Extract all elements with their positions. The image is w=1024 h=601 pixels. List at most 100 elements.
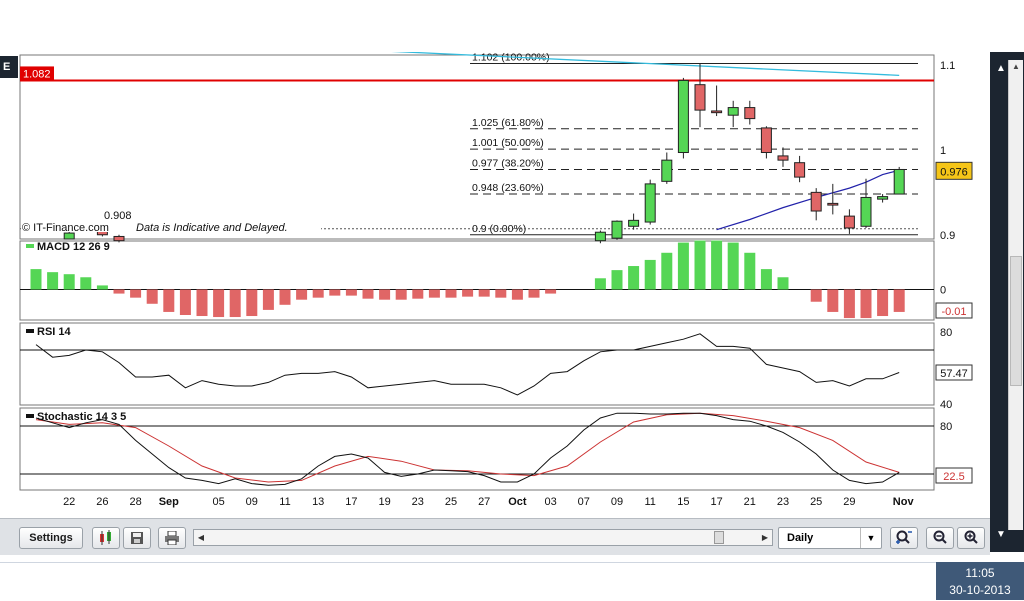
window-corner-label: E (0, 56, 18, 78)
macd-bar-negative (379, 289, 391, 300)
macd-bar-negative (279, 289, 291, 305)
stochastic-current-value: 22.5 (943, 471, 964, 483)
fib-level-label: 1.001 (50.00%) (472, 137, 544, 149)
candle-bull (877, 196, 889, 200)
macd-bar-negative (445, 289, 457, 298)
macd-bar-negative (545, 289, 557, 294)
macd-bar-positive (30, 269, 42, 290)
candle-bull (893, 168, 905, 195)
macd-panel-title: MACD 12 26 9 (37, 241, 110, 253)
x-tick-label: 27 (478, 496, 490, 508)
clock-time: 11:05 (965, 566, 995, 580)
watermark-text: © IT-Finance.com (22, 222, 109, 234)
stochastic-legend-swatch (26, 414, 34, 418)
stochastic-signal-line (35, 412, 900, 483)
fib-level-label: 0.948 (23.60%) (472, 182, 544, 194)
x-tick-label: Nov (893, 496, 915, 508)
chart-type-icon[interactable] (92, 527, 120, 549)
x-tick-label: 29 (843, 496, 855, 508)
macd-bar-negative (495, 289, 507, 298)
zoom-fit-icon[interactable] (890, 527, 918, 549)
zoom-in-icon[interactable] (957, 527, 985, 549)
scroll-up-icon[interactable]: ▲ (1012, 62, 1020, 71)
candle-bear (843, 215, 855, 229)
scroll-left-icon[interactable]: ◀ (197, 533, 205, 542)
x-tick-label: 03 (544, 496, 556, 508)
macd-bar-positive (611, 270, 623, 290)
macd-bar-negative (179, 289, 191, 315)
scroll-right-icon[interactable]: ▶ (761, 533, 769, 542)
rsi-y-tick-label: 80 (940, 327, 952, 339)
macd-bar-negative (860, 289, 872, 319)
candle-bull (727, 107, 739, 116)
macd-bar-positive (727, 242, 739, 290)
zoom-out-icon[interactable] (926, 527, 954, 549)
chevron-down-icon[interactable]: ▼ (996, 529, 1006, 540)
macd-bar-negative (810, 289, 822, 302)
top-blank-area (0, 0, 1024, 52)
candle-bear (760, 127, 772, 154)
fib-level-label: 0.977 (38.20%) (472, 157, 544, 169)
print-icon[interactable] (158, 527, 186, 549)
x-tick-label: 26 (96, 496, 108, 508)
macd-bar-negative (163, 289, 175, 312)
save-icon[interactable] (123, 527, 151, 549)
watermark-band (21, 221, 321, 232)
x-tick-label: 19 (378, 496, 390, 508)
x-tick-label: 11 (644, 496, 655, 508)
vertical-scroll-thumb[interactable] (1010, 256, 1022, 386)
stochastic-y-tick-label: 80 (940, 421, 952, 433)
price-y-tick-label: 1.1 (940, 60, 955, 72)
macd-bar-negative (362, 289, 374, 299)
panel-frame-3 (19, 322, 935, 406)
rsi-current-value-box: 57.47 (935, 364, 973, 381)
taskbar-clock[interactable]: 11:05 30-10-2013 (936, 562, 1024, 600)
x-tick-label: 23 (412, 496, 424, 508)
fib-level-label: 0.9 (0.00%) (472, 223, 526, 235)
horizontal-scroll-thumb[interactable] (714, 531, 724, 544)
chevron-down-icon[interactable]: ▼ (860, 528, 881, 548)
macd-bar-positive (677, 242, 689, 290)
panel-frame-4 (19, 407, 935, 491)
settings-button[interactable]: Settings (19, 527, 83, 549)
low-marker-label: 0.908 (104, 210, 132, 222)
current-price-value: 0.976 (940, 166, 968, 178)
macd-bar-negative (412, 289, 424, 299)
chart-area[interactable]: 1.1 1 0.9 1.102 (100.00%) 1.025 (61.80%) 1.00… (0, 52, 990, 518)
period-select[interactable]: Daily ▼ (778, 527, 882, 549)
candle-bear (113, 235, 125, 242)
macd-bar-negative (246, 289, 258, 317)
macd-bar-positive (661, 252, 673, 290)
x-tick-label: 23 (777, 496, 789, 508)
clock-date: 30-10-2013 (949, 583, 1011, 597)
vertical-scrollbar[interactable]: ▲ (1008, 60, 1023, 530)
x-tick-label: 15 (677, 496, 689, 508)
macd-bar-negative (296, 289, 308, 300)
current-price-box-bg (935, 161, 973, 180)
stochastic-main-line (35, 412, 900, 486)
macd-bar-negative (528, 289, 540, 298)
rsi-panel-title: RSI 14 (37, 326, 72, 338)
x-tick-label: 07 (578, 496, 590, 508)
candle-bull (860, 196, 872, 227)
macd-bar-positive (694, 240, 706, 290)
macd-bar-negative (395, 289, 407, 300)
x-tick-label: 25 (810, 496, 822, 508)
horizontal-scrollbar[interactable]: ◀ ▶ (193, 529, 773, 546)
candle-bear (827, 202, 839, 206)
macd-bar-negative (827, 289, 839, 312)
candle-bear (711, 110, 723, 114)
macd-bar-negative (196, 289, 208, 317)
rsi-current-value: 57.47 (940, 368, 968, 380)
current-price-box: 0.976 (935, 161, 973, 180)
fib-level-label: 1.102 (100.00%) (472, 52, 550, 63)
chevron-up-icon[interactable]: ▲ (996, 63, 1006, 74)
candle-bull (661, 159, 673, 182)
candle-bull (594, 231, 606, 242)
macd-bar-negative (262, 289, 274, 310)
macd-current-value-box-bg (935, 302, 973, 319)
macd-bar-positive (744, 252, 756, 290)
panel-frame-2 (19, 240, 935, 321)
candle-bear (744, 107, 756, 120)
candle-bull (611, 220, 623, 239)
